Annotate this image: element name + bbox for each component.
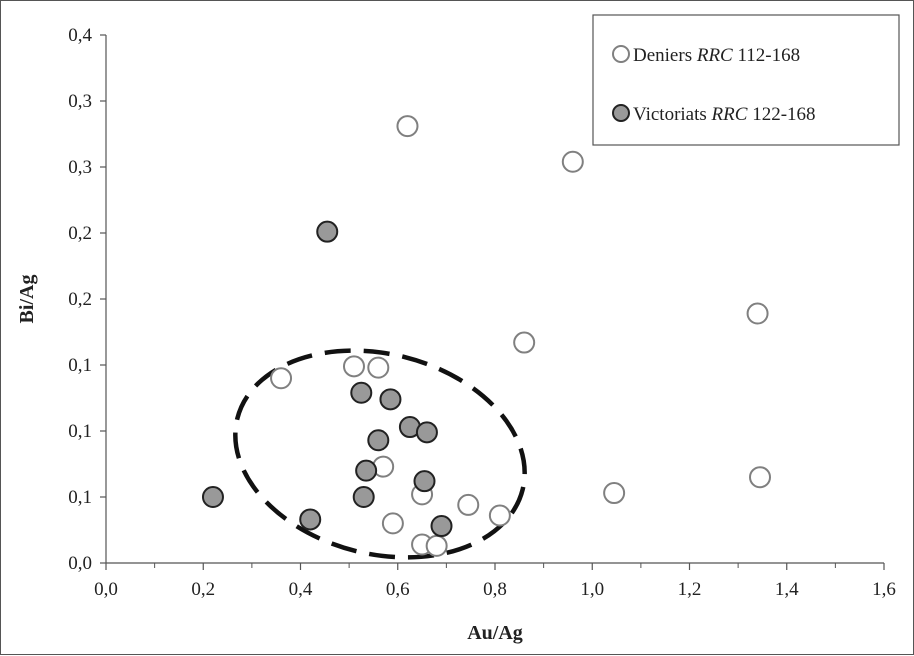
deniers-point [488,504,511,527]
y-tick-label: 0,2 [68,289,92,310]
x-tick-label: 0,4 [289,579,313,600]
deniers-point [457,493,480,516]
data-points [201,115,772,557]
victoriats-point [430,515,453,538]
legend-label-victoriats: Victoriats RRC 122-168 [633,104,816,125]
deniers-point [270,367,293,390]
y-tick-label: 0,3 [68,91,92,112]
deniers-point [367,356,390,379]
y-tick-label: 0,1 [68,421,92,442]
deniers-point [425,534,448,557]
deniers-point [746,302,769,325]
legend-marker-deniers [612,45,630,63]
legend: Deniers RRC 112-168 Victoriats RRC 122-1… [592,14,900,146]
victoriats-point [379,388,402,411]
x-tick-label: 1,2 [678,579,702,600]
cluster-ellipse-group [233,348,527,560]
y-axis-title: Bi/Ag [16,275,38,324]
y-tick-label: 0,1 [68,487,92,508]
x-tick-label: 0,0 [94,579,118,600]
deniers-point [513,331,536,354]
deniers-point [749,466,772,489]
victoriats-point [350,381,373,404]
x-tick-label: 1,6 [872,579,896,600]
legend-marker-victoriats [612,104,630,122]
x-axis-ticks: 0,0 0,2 0,4 0,6 0,8 1,0 1,2 1,4 1,6 [94,563,896,600]
x-tick-label: 1,4 [775,579,799,600]
victoriats-point [367,429,390,452]
victoriats-point [413,470,436,493]
x-tick-label: 1,0 [580,579,604,600]
deniers-point [396,115,419,138]
y-tick-label: 0,4 [68,25,92,46]
y-tick-label: 0,1 [68,355,92,376]
legend-box [592,14,900,146]
deniers-point [381,512,404,535]
x-tick-label: 0,6 [386,579,410,600]
victoriats-point [355,459,378,482]
y-tick-label: 0,3 [68,157,92,178]
x-axis-title: Au/Ag [467,622,523,644]
victoriats-point [299,508,322,531]
deniers-point [603,482,626,505]
x-tick-label: 0,8 [483,579,507,600]
victoriats-point [352,486,375,508]
deniers-point [342,355,365,378]
legend-label-deniers: Deniers RRC 112-168 [633,45,800,66]
victoriats-point [316,220,339,243]
cluster-dashed-ellipse [233,348,527,560]
deniers-point [561,150,584,173]
victoriats-point [201,486,224,508]
victoriats-point [415,421,438,444]
y-tick-label: 0,0 [68,553,92,574]
y-axis-ticks: 0,0 0,1 0,1 0,1 0,2 0,2 0,3 0,3 0,4 [68,25,106,574]
y-tick-label: 0,2 [68,223,92,244]
x-tick-label: 0,2 [191,579,215,600]
